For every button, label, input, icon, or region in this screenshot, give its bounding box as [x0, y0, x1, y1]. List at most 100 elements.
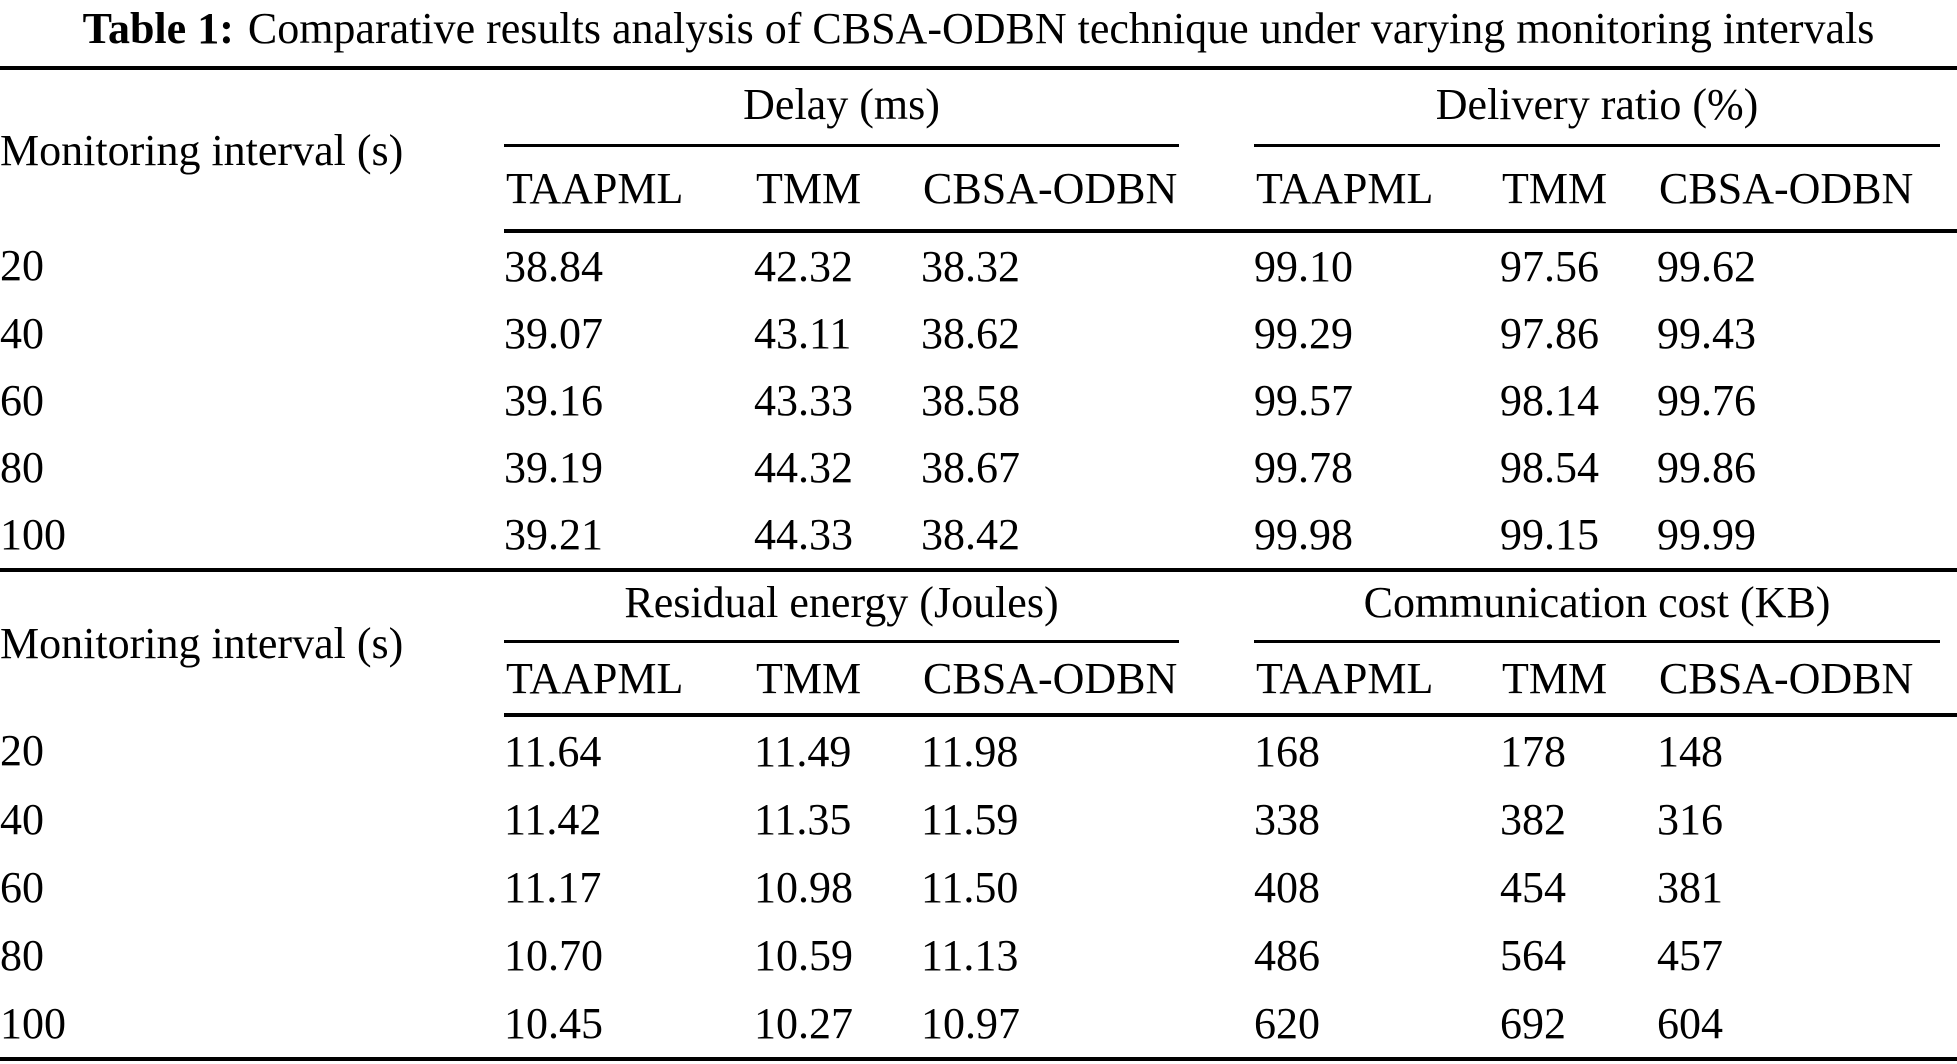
value-cell: 408 [1254, 862, 1321, 912]
value-cell: 99.86 [1657, 443, 1757, 492]
value-cell: 38.58 [921, 376, 1020, 425]
table-row: 20 11.64 11.49 11.98 168 178 148 [0, 715, 1957, 785]
table-row: 20 38.84 42.32 38.32 99.10 97.56 99.62 [0, 231, 1957, 300]
interval-cell: 40 [0, 309, 44, 358]
table-row: 100 10.45 10.27 10.97 620 692 604 [0, 989, 1957, 1059]
col-header: TMM [1500, 643, 1658, 717]
value-cell: 381 [1657, 862, 1724, 912]
value-cell: 338 [1254, 794, 1321, 844]
col-header: CBSA-ODBN [921, 643, 1255, 717]
table-caption-label: Table 1: [82, 4, 234, 53]
section-2-body: 20 11.64 11.49 11.98 168 178 148 40 11.4… [0, 715, 1957, 1059]
group-header-delay: Delay (ms) [504, 68, 1254, 147]
value-cell: 99.15 [1500, 510, 1600, 559]
value-cell: 10.98 [754, 862, 853, 912]
table-row: 60 39.16 43.33 38.58 99.57 98.14 99.76 [0, 367, 1957, 434]
value-cell: 11.98 [921, 726, 1019, 776]
table-caption: Table 1: Comparative results analysis of … [0, 0, 1957, 58]
value-cell: 43.11 [754, 309, 852, 358]
table-row: 80 39.19 44.32 38.67 99.78 98.54 99.86 [0, 434, 1957, 501]
value-cell: 99.29 [1254, 309, 1354, 358]
value-cell: 11.64 [504, 726, 602, 776]
value-cell: 99.78 [1254, 443, 1354, 492]
col-header: TMM [754, 643, 921, 717]
value-cell: 39.21 [504, 510, 603, 559]
value-cell: 457 [1657, 930, 1724, 980]
value-cell: 11.13 [921, 930, 1019, 980]
results-table: Monitoring interval (s) Delay (ms) Deliv… [0, 66, 1957, 1061]
section-1-header: Monitoring interval (s) Delay (ms) Deliv… [0, 68, 1957, 233]
table-row: 100 39.21 44.33 38.42 99.98 99.15 99.99 [0, 501, 1957, 570]
value-cell: 38.84 [504, 242, 603, 291]
value-cell: 11.17 [504, 862, 602, 912]
col-header: TAAPML [1254, 147, 1501, 233]
value-cell: 168 [1254, 726, 1321, 776]
interval-cell: 60 [0, 376, 44, 425]
value-cell: 10.45 [504, 998, 603, 1048]
col-header: TAAPML [504, 147, 754, 233]
value-cell: 10.97 [921, 998, 1020, 1048]
value-cell: 39.19 [504, 443, 603, 492]
table-row: 60 11.17 10.98 11.50 408 454 381 [0, 853, 1957, 921]
value-cell: 148 [1657, 726, 1724, 776]
value-cell: 38.32 [921, 242, 1020, 291]
value-cell: 10.59 [754, 930, 853, 980]
value-cell: 11.35 [754, 794, 852, 844]
value-cell: 620 [1254, 998, 1321, 1048]
row-header-monitoring-interval: Monitoring interval (s) [0, 126, 404, 175]
value-cell: 10.70 [504, 930, 603, 980]
value-cell: 38.62 [921, 309, 1020, 358]
value-cell: 38.67 [921, 443, 1020, 492]
col-header: TMM [1500, 147, 1658, 233]
interval-cell: 40 [0, 794, 44, 844]
value-cell: 44.32 [754, 443, 853, 492]
value-cell: 99.43 [1657, 309, 1757, 358]
group-header-delivery-ratio-label: Delivery ratio (%) [1254, 70, 1941, 147]
value-cell: 382 [1500, 794, 1567, 844]
interval-cell: 60 [0, 862, 44, 912]
value-cell: 99.98 [1254, 510, 1354, 559]
value-cell: 39.16 [504, 376, 603, 425]
value-cell: 604 [1657, 998, 1724, 1048]
value-cell: 564 [1500, 930, 1567, 980]
table-caption-text: Comparative results analysis of CBSA-ODB… [247, 4, 1875, 53]
table-row: 80 10.70 10.59 11.13 486 564 457 [0, 921, 1957, 989]
value-cell: 178 [1500, 726, 1567, 776]
value-cell: 11.59 [921, 794, 1019, 844]
value-cell: 99.62 [1657, 242, 1757, 291]
group-header-residual-energy-label: Residual energy (Joules) [504, 572, 1180, 643]
value-cell: 99.57 [1254, 376, 1354, 425]
table-row: 40 11.42 11.35 11.59 338 382 316 [0, 785, 1957, 853]
value-cell: 42.32 [754, 242, 853, 291]
interval-cell: 100 [0, 998, 66, 1048]
interval-cell: 20 [0, 725, 44, 775]
value-cell: 486 [1254, 930, 1321, 980]
group-header-communication-cost-label: Communication cost (KB) [1254, 572, 1941, 643]
value-cell: 39.07 [504, 309, 603, 358]
section-1-body: 20 38.84 42.32 38.32 99.10 97.56 99.62 4… [0, 231, 1957, 570]
value-cell: 99.76 [1657, 376, 1757, 425]
interval-cell: 100 [0, 510, 66, 559]
col-header: TAAPML [1254, 643, 1501, 717]
interval-cell: 20 [0, 241, 44, 290]
interval-cell: 80 [0, 930, 44, 980]
col-header: TAAPML [504, 643, 754, 717]
value-cell: 454 [1500, 862, 1567, 912]
section-2-header: Monitoring interval (s) Residual energy … [0, 568, 1957, 717]
value-cell: 97.56 [1500, 242, 1600, 291]
col-header: CBSA-ODBN [1657, 147, 1957, 233]
value-cell: 97.86 [1500, 309, 1600, 358]
value-cell: 11.42 [504, 794, 602, 844]
value-cell: 316 [1657, 794, 1724, 844]
value-cell: 43.33 [754, 376, 853, 425]
value-cell: 11.50 [921, 862, 1019, 912]
value-cell: 99.99 [1657, 510, 1757, 559]
col-header: TMM [754, 147, 921, 233]
group-header-communication-cost: Communication cost (KB) [1254, 568, 1957, 643]
value-cell: 98.14 [1500, 376, 1600, 425]
table-row: 40 39.07 43.11 38.62 99.29 97.86 99.43 [0, 300, 1957, 367]
value-cell: 692 [1500, 998, 1567, 1048]
value-cell: 11.49 [754, 726, 852, 776]
col-header: CBSA-ODBN [1657, 643, 1957, 717]
